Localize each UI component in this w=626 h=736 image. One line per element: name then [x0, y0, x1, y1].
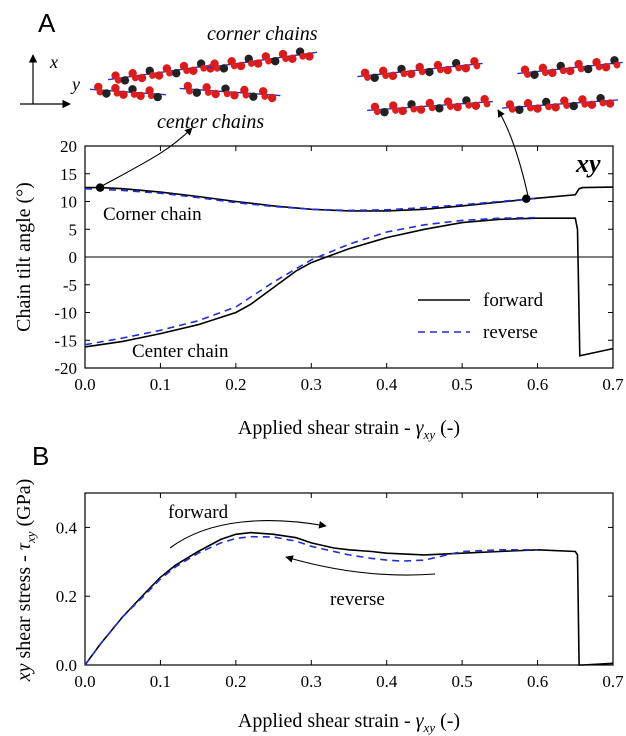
molecular-chain: [502, 93, 618, 115]
axis-x-label: x: [49, 52, 58, 72]
a-x-tick-label: 0.4: [376, 375, 398, 394]
series-a: [84, 183, 614, 357]
a-marker-point: [95, 183, 105, 192]
axes-glyph: x y: [20, 52, 80, 109]
forward-arrow: [169, 520, 327, 549]
b-y-tick-label: 0.4: [56, 518, 78, 537]
a-x-tick-label: 0.6: [527, 375, 548, 394]
molecular-chain: [517, 56, 623, 79]
a-x-tick-label: 0.3: [301, 375, 322, 394]
a-y-tick-label: 20: [60, 137, 77, 156]
b-x-tick-label: 0.4: [376, 672, 398, 691]
a-series-forward-center: [84, 217, 614, 357]
a-y-tick-label: 15: [60, 165, 77, 184]
a-y-tick-label: -5: [63, 276, 77, 295]
a-series-reverse-center: [84, 216, 538, 346]
a-y-tick-label: 5: [69, 220, 78, 239]
b-x-tick-label: 0.3: [301, 672, 322, 691]
b-x-tick-label: 0.0: [74, 672, 95, 691]
b-x-tick-label: 0.6: [527, 672, 548, 691]
y-axis-label-b: xy shear stress - τxy (GPa): [13, 479, 38, 683]
legend-a: forward reverse: [418, 290, 544, 343]
legend-label-reverse: reverse: [483, 322, 538, 343]
b-x-tick-label: 0.1: [150, 672, 171, 691]
a-y-tick-label: 10: [60, 193, 77, 212]
x-axis-label-b: Applied shear strain - γxy (-): [238, 710, 460, 735]
a-series-forward-corner: [85, 186, 614, 212]
b-y-tick-label: 0.2: [56, 587, 77, 606]
molecular-chain: [357, 57, 483, 82]
molecular-chain-illustrations: [90, 47, 623, 117]
corner-label-xy: xy: [575, 149, 601, 178]
corner-chains-label: corner chains: [207, 23, 318, 45]
molecular-chain: [367, 94, 493, 117]
b-series-reverse: [84, 535, 538, 666]
molecular-chain: [179, 81, 281, 103]
reverse-arrow: [285, 555, 436, 576]
plot-area-b: [84, 492, 614, 666]
reverse-annotation: reverse: [330, 589, 385, 610]
a-x-tick-label: 0.1: [150, 375, 171, 394]
b-series-forward: [84, 531, 614, 666]
b-y-tick-label: 0.0: [56, 656, 77, 675]
b-x-tick-label: 0.2: [225, 672, 246, 691]
a-series-reverse-corner: [84, 187, 538, 212]
b-x-tick-label: 0.5: [452, 672, 473, 691]
a-y-tick-label: -20: [54, 359, 77, 378]
molecular-chain: [206, 47, 318, 73]
panel-label-a: A: [38, 8, 56, 38]
pointer-arrow-right: [497, 109, 529, 197]
a-y-tick-label: -15: [54, 331, 77, 350]
a-x-tick-label: 0.2: [225, 375, 246, 394]
center-chain-annotation: Center chain: [132, 341, 229, 362]
legend-label-forward: forward: [483, 290, 544, 311]
a-x-tick-label: 0.7: [602, 375, 624, 394]
molecular-chain: [90, 82, 166, 102]
a-x-tick-label: 0.0: [74, 375, 95, 394]
molecular-chain: [107, 59, 219, 85]
center-chains-label: center chains: [157, 111, 264, 133]
panel-label-b: B: [32, 441, 49, 471]
y-axis-label-a: Chain tilt angle (°): [13, 182, 35, 332]
forward-annotation: forward: [168, 502, 229, 523]
series-b: [84, 531, 614, 666]
ticks-a: 0.0 0.1 0.2 0.3 0.4 0.5 0.6 0.7 20 15 10 5 0 -5 -10 -15…: [54, 137, 624, 394]
a-y-tick-label: 0: [69, 248, 78, 267]
ticks-b: 0.0 0.1 0.2 0.3 0.4 0.5 0.6 0.7 0.4 0.2 0.0: [56, 493, 624, 691]
a-x-tick-label: 0.5: [452, 375, 473, 394]
x-axis-label-a: Applied shear strain - γxy (-): [238, 417, 460, 442]
axis-y-label: y: [70, 74, 80, 94]
a-marker-point: [522, 194, 531, 203]
pointer-arrow-left: [99, 127, 193, 188]
corner-chain-annotation: Corner chain: [103, 204, 202, 225]
b-x-tick-label: 0.7: [602, 672, 624, 691]
a-y-tick-label: -10: [54, 304, 77, 323]
